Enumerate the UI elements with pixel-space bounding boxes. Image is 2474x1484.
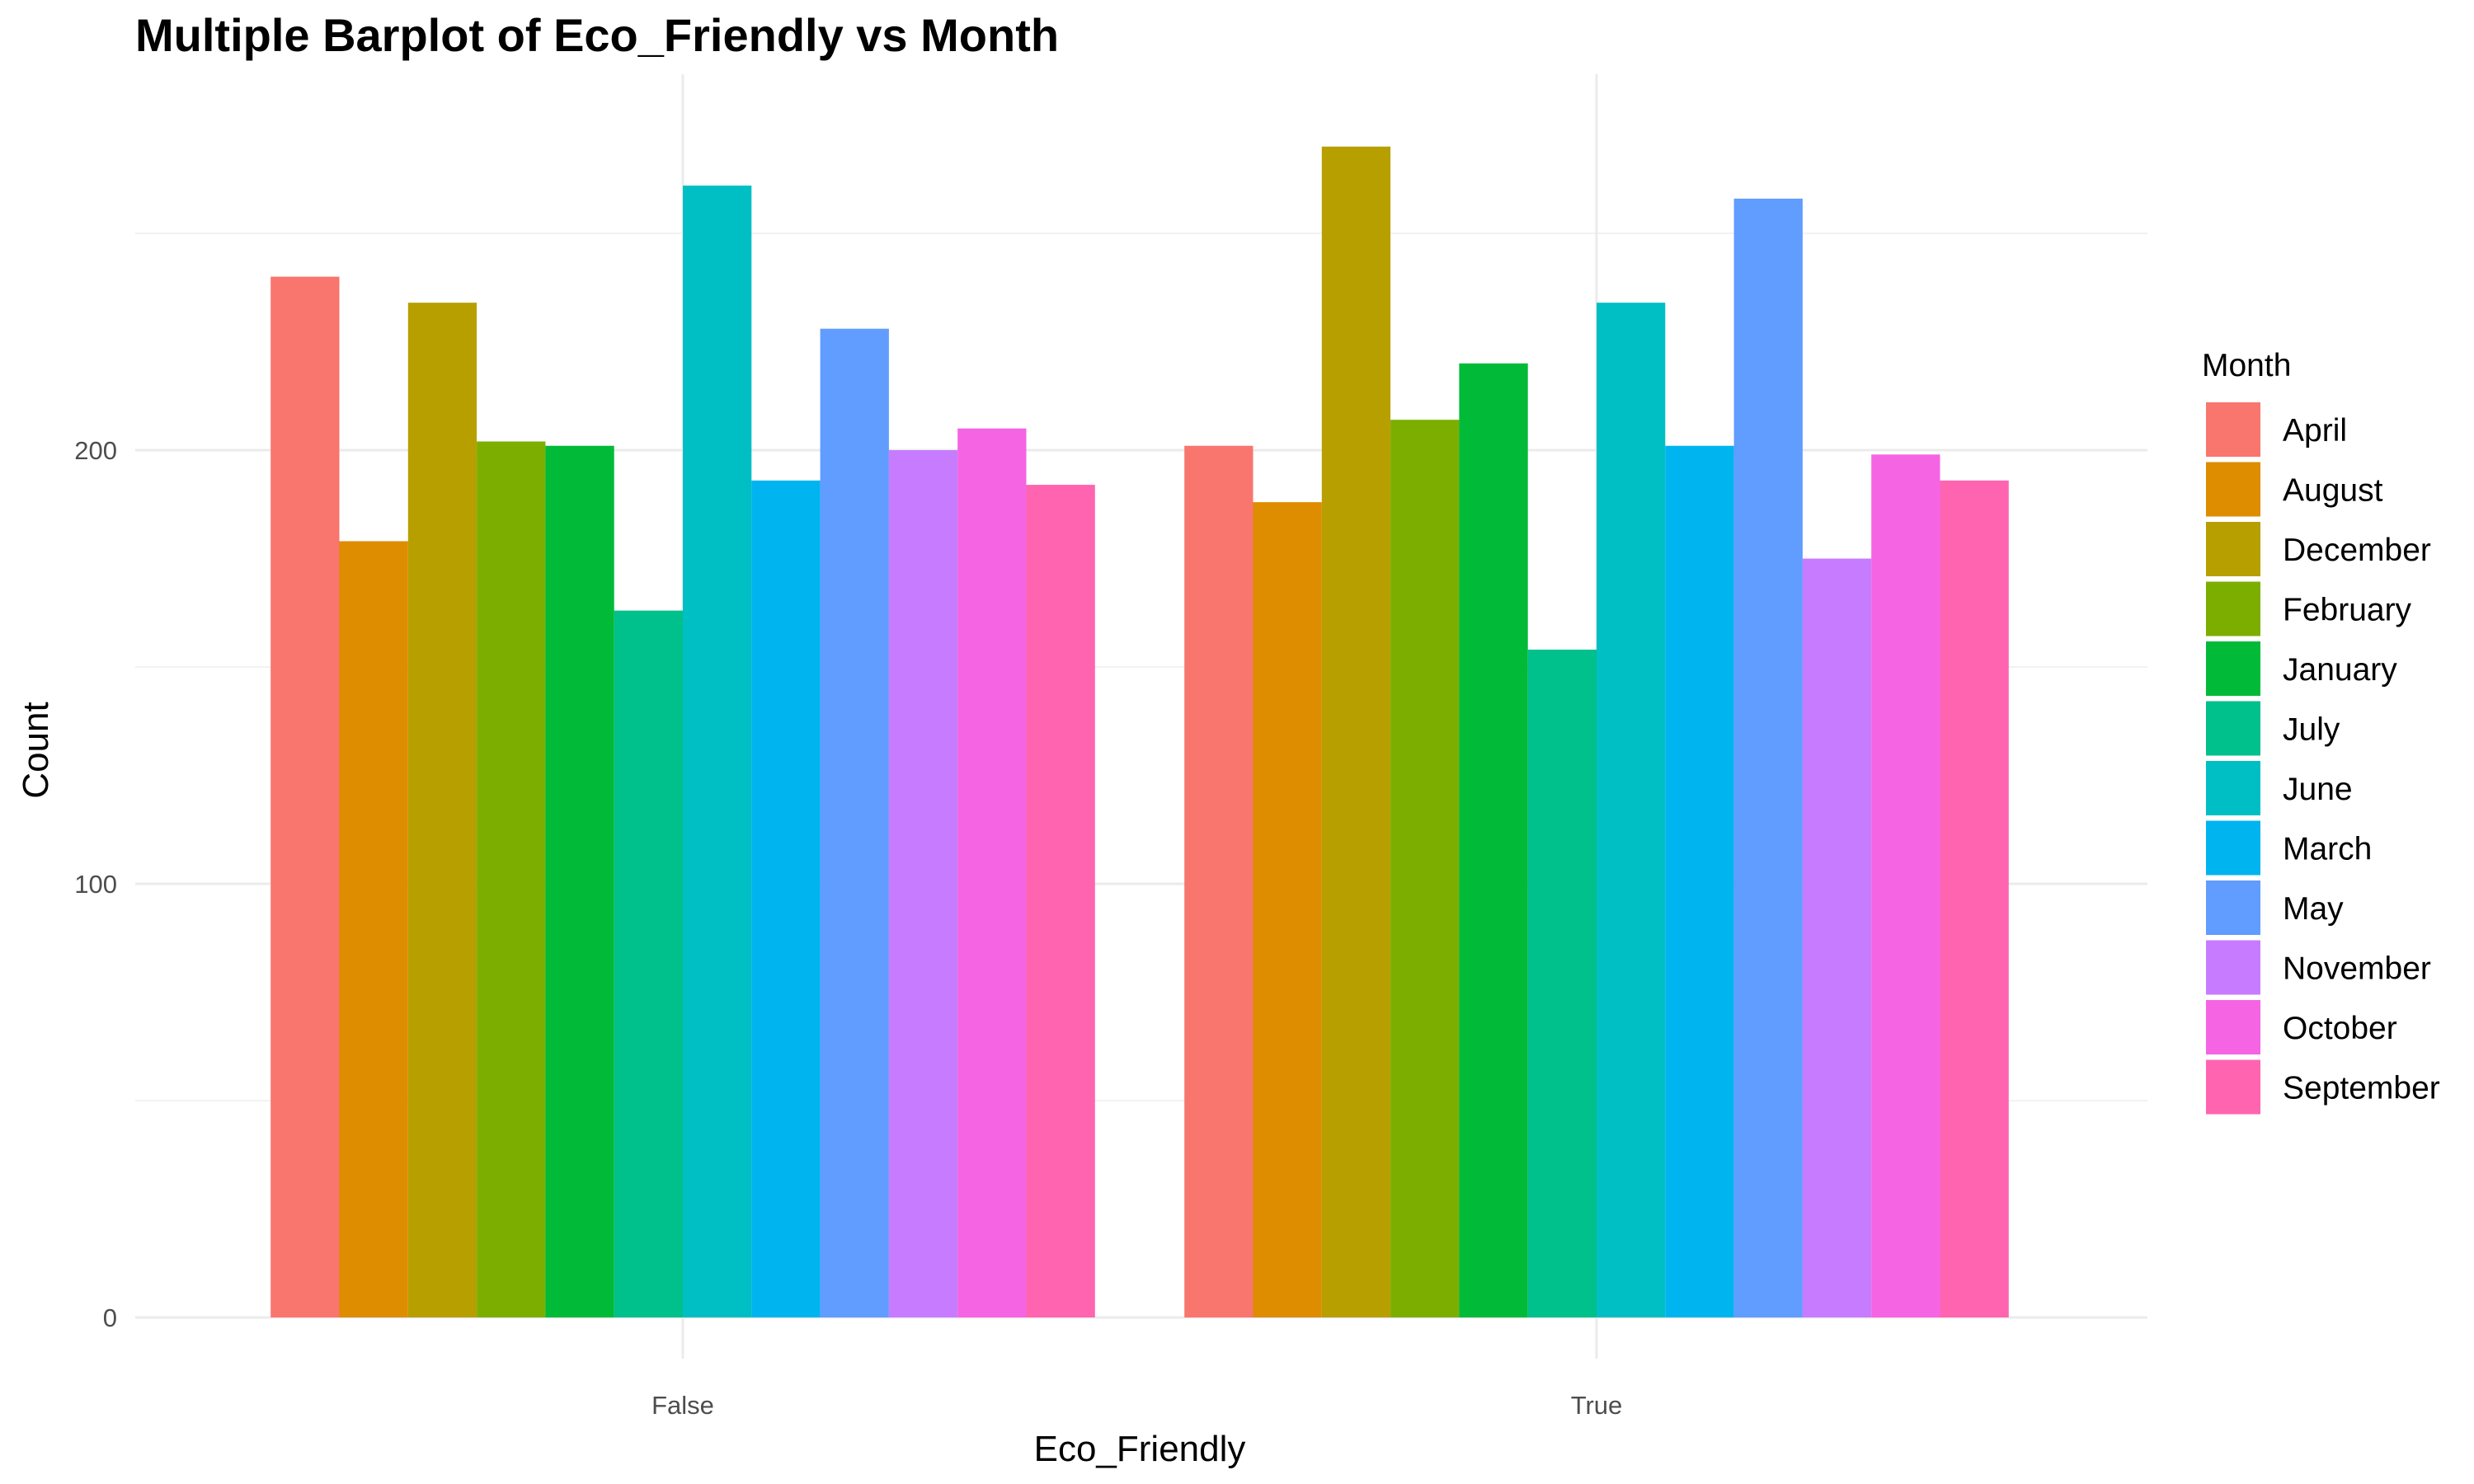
legend-label-july: July — [2283, 712, 2340, 748]
bar-false-december — [407, 303, 477, 1317]
bar-false-march — [751, 480, 821, 1317]
legend-key-february — [2206, 581, 2260, 636]
chart-title: Multiple Barplot of Eco_Friendly vs Mont… — [135, 9, 1059, 61]
bar-true-february — [1390, 420, 1460, 1318]
legend-key-june — [2206, 761, 2260, 815]
bar-true-august — [1253, 502, 1322, 1317]
y-axis-ticks: 0 100 200 — [74, 436, 117, 1332]
bars — [270, 146, 2009, 1318]
legend-label-january: January — [2283, 652, 2397, 688]
bar-true-september — [1940, 480, 2009, 1317]
legend-label-august: August — [2283, 473, 2383, 509]
legend-label-october: October — [2283, 1011, 2397, 1046]
legend: Month April August December February January… — [2202, 348, 2440, 1115]
bar-true-october — [1871, 454, 1940, 1317]
x-tick-label: False — [651, 1391, 714, 1420]
bar-false-february — [477, 441, 546, 1317]
legend-key-may — [2206, 881, 2260, 935]
bar-false-october — [957, 428, 1027, 1318]
legend-label-june: June — [2283, 772, 2353, 807]
legend-key-october — [2206, 1000, 2260, 1054]
legend-key-april — [2206, 402, 2260, 457]
bar-true-may — [1733, 198, 1803, 1317]
legend-label-november: November — [2283, 951, 2431, 987]
y-tick-label: 200 — [74, 436, 117, 465]
legend-key-march — [2206, 820, 2260, 876]
legend-label-march: March — [2283, 832, 2372, 867]
legend-key-july — [2206, 701, 2260, 756]
x-axis-title: Eco_Friendly — [1034, 1429, 1246, 1469]
bar-false-june — [683, 186, 752, 1317]
bar-true-july — [1527, 649, 1597, 1317]
bar-true-june — [1597, 303, 1666, 1317]
legend-key-november — [2206, 940, 2260, 995]
x-tick-label: True — [1571, 1391, 1623, 1420]
bar-false-november — [888, 450, 958, 1317]
legend-title: Month — [2202, 348, 2291, 383]
y-axis-title: Count — [16, 702, 56, 798]
legend-key-september — [2206, 1059, 2260, 1115]
bar-true-april — [1184, 445, 1253, 1317]
bar-true-december — [1321, 146, 1391, 1317]
bar-false-july — [614, 610, 683, 1317]
bar-false-january — [545, 445, 614, 1317]
bar-true-january — [1459, 363, 1528, 1317]
legend-label-april: April — [2283, 413, 2347, 448]
legend-label-september: September — [2283, 1071, 2440, 1106]
bar-true-march — [1665, 445, 1734, 1317]
legend-label-february: February — [2283, 593, 2412, 628]
y-tick-label: 100 — [74, 870, 117, 899]
x-axis-ticks: False True — [651, 1391, 1622, 1420]
legend-key-december — [2206, 522, 2260, 576]
bar-false-april — [270, 276, 340, 1318]
y-tick-label: 0 — [103, 1303, 117, 1332]
bar-true-november — [1802, 558, 1872, 1317]
legend-label-may: May — [2283, 891, 2344, 927]
legend-key-january — [2206, 641, 2260, 696]
bar-false-september — [1026, 485, 1095, 1317]
legend-label-december: December — [2283, 533, 2431, 568]
bar-false-august — [339, 541, 408, 1317]
legend-key-august — [2206, 462, 2260, 517]
bar-false-may — [820, 328, 889, 1318]
